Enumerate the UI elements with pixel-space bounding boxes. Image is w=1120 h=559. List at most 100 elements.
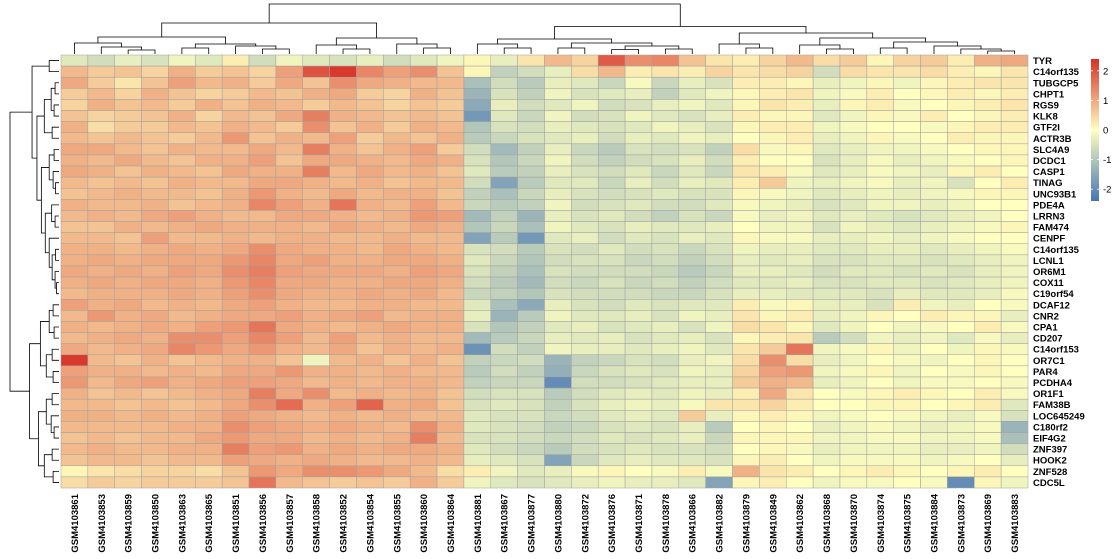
heatmap-cell xyxy=(1000,454,1029,467)
heatmap-cell xyxy=(866,454,894,467)
heatmap-cell xyxy=(544,88,572,100)
heatmap-cell xyxy=(87,65,115,78)
heatmap-cell xyxy=(947,243,975,256)
heatmap-cell xyxy=(624,276,653,289)
heatmap-cell xyxy=(87,54,115,67)
heatmap-cell xyxy=(786,76,814,89)
dendrogram-branch xyxy=(738,32,874,44)
heatmap-cell xyxy=(248,99,277,111)
heatmap-cell xyxy=(302,110,330,122)
heatmap-cell xyxy=(302,332,330,344)
heatmap-cell xyxy=(114,221,142,233)
heatmap-cell xyxy=(947,143,975,156)
heatmap-cell xyxy=(624,143,653,156)
heatmap-cell xyxy=(60,88,89,100)
column-label: GSM4103883 xyxy=(1010,494,1021,553)
heatmap-cell xyxy=(60,132,89,145)
heatmap-cell xyxy=(812,387,841,400)
heatmap-cell xyxy=(812,376,841,389)
heatmap-cell xyxy=(866,443,894,455)
heatmap-cell xyxy=(168,454,196,467)
heatmap-cell xyxy=(114,432,142,444)
heatmap-cell xyxy=(60,432,89,444)
heatmap-cell xyxy=(624,232,653,244)
heatmap-cell xyxy=(544,354,572,367)
heatmap-cell xyxy=(893,287,921,300)
dendrogram-branch xyxy=(799,44,841,54)
heatmap-cell xyxy=(409,65,438,78)
heatmap-cell xyxy=(786,199,814,211)
heatmap-cell xyxy=(356,310,384,322)
heatmap-cell xyxy=(463,65,492,78)
heatmap-cell xyxy=(168,398,196,411)
heatmap-cell xyxy=(302,454,330,467)
heatmap-cell xyxy=(517,276,545,289)
heatmap-cell xyxy=(624,310,653,322)
heatmap-cell xyxy=(893,354,921,367)
column-label: GSM4103855 xyxy=(392,493,403,552)
heatmap-cell xyxy=(329,287,357,300)
heatmap-cell xyxy=(60,376,89,389)
heatmap-cell xyxy=(759,54,787,67)
heatmap-cell xyxy=(920,321,948,333)
heatmap-cell xyxy=(409,54,438,67)
heatmap-cell xyxy=(275,265,304,278)
heatmap-cell xyxy=(920,254,948,267)
heatmap-cell xyxy=(87,76,115,89)
heatmap-cell xyxy=(651,132,680,145)
heatmap-cell xyxy=(195,221,223,233)
row-label: CASP1 xyxy=(1033,167,1065,178)
heatmap-cell xyxy=(409,254,438,267)
heatmap-cell xyxy=(87,176,115,189)
heatmap-cell xyxy=(651,454,680,467)
heatmap-cell xyxy=(974,232,1002,244)
heatmap-cell xyxy=(786,365,814,378)
heatmap-cell xyxy=(974,243,1002,256)
heatmap-cell xyxy=(893,243,921,256)
heatmap-cell xyxy=(839,276,868,289)
heatmap-cell xyxy=(275,132,304,145)
heatmap-cell xyxy=(571,254,599,267)
heatmap-cell xyxy=(409,187,438,200)
heatmap-cell xyxy=(383,254,411,267)
heatmap-cell xyxy=(947,121,975,133)
heatmap-cell xyxy=(786,454,814,467)
heatmap-cell xyxy=(893,265,921,278)
heatmap-cell xyxy=(839,154,868,167)
dendrogram-branch xyxy=(235,45,277,54)
heatmap-cell xyxy=(463,210,492,222)
heatmap-cell xyxy=(248,421,277,433)
dendrogram-branch xyxy=(48,60,59,73)
row-label: C180rf2 xyxy=(1033,422,1068,433)
heatmap-cell xyxy=(114,332,142,344)
heatmap-cell xyxy=(1000,99,1029,111)
heatmap-cell xyxy=(1000,243,1029,256)
heatmap-cell xyxy=(678,65,706,78)
dendrogram-branch xyxy=(52,304,59,317)
heatmap-cell xyxy=(329,121,357,133)
heatmap-cell xyxy=(866,465,894,478)
heatmap-cell xyxy=(248,54,277,67)
heatmap-cell xyxy=(248,88,277,100)
heatmap-cell xyxy=(141,398,169,411)
heatmap-cell xyxy=(490,154,518,167)
heatmap-cell xyxy=(517,332,545,344)
row-label: GTF2I xyxy=(1033,123,1060,134)
heatmap-cell xyxy=(947,76,975,89)
heatmap-cell xyxy=(571,210,599,222)
heatmap-cell xyxy=(571,332,599,344)
heatmap-cell xyxy=(195,454,223,467)
heatmap-cell xyxy=(87,243,115,256)
heatmap-cell xyxy=(920,243,948,256)
dendrogram-branch xyxy=(745,47,774,54)
heatmap-cell xyxy=(356,99,384,111)
heatmap-cell xyxy=(624,398,653,411)
heatmap-cell xyxy=(248,454,277,467)
heatmap-cell xyxy=(571,121,599,133)
heatmap-cell xyxy=(517,421,545,433)
heatmap-cell xyxy=(114,410,142,422)
heatmap-cell xyxy=(597,410,626,422)
heatmap-cell xyxy=(1000,376,1029,389)
dendrogram-branch xyxy=(50,415,59,433)
heatmap-cell xyxy=(114,132,142,145)
